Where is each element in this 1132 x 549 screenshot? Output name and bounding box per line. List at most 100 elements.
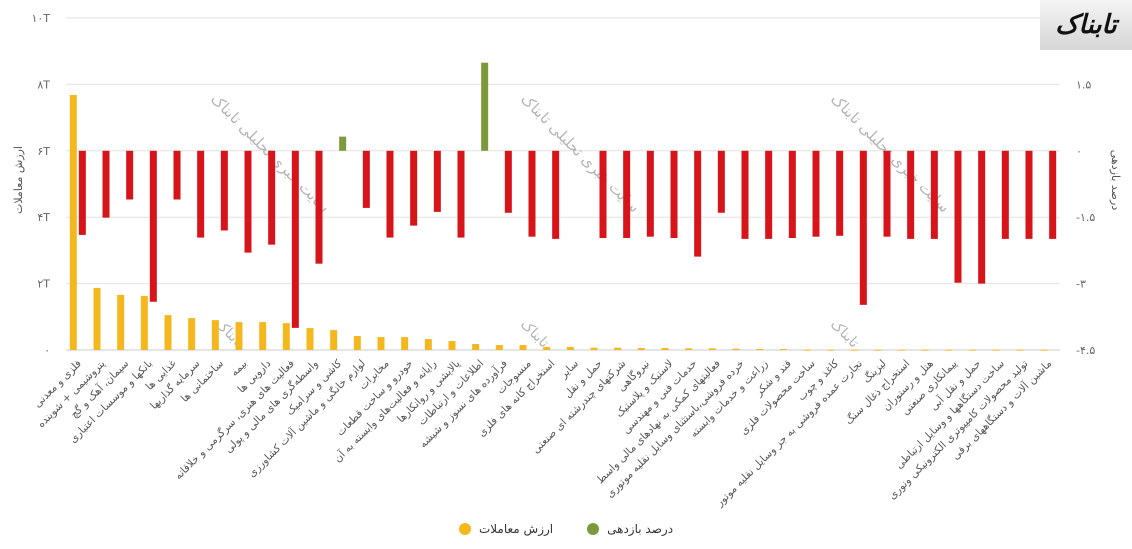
value-bar — [117, 294, 125, 350]
return-bar — [433, 150, 441, 212]
return-bar — [930, 150, 938, 239]
value-bar — [637, 348, 645, 350]
value-bar — [353, 336, 361, 350]
value-bar — [140, 295, 148, 350]
return-bar — [978, 150, 986, 284]
value-bar — [756, 349, 764, 351]
right-tick-label: -۴.۵ — [1076, 344, 1095, 357]
left-tick-label: ۰ — [44, 344, 50, 357]
return-bar — [528, 150, 536, 237]
return-bar — [102, 150, 110, 218]
value-bar — [259, 322, 267, 350]
return-bar — [339, 136, 347, 151]
return-bar — [741, 150, 749, 239]
legend: درصد بازدهی ارزش معاملات — [0, 522, 1132, 536]
return-bar — [765, 150, 773, 239]
return-bar — [646, 150, 654, 237]
return-bar — [1049, 150, 1057, 239]
gridlines — [66, 17, 1060, 351]
return-bar — [599, 150, 607, 239]
value-bar — [93, 287, 101, 350]
value-bar — [188, 318, 196, 350]
return-bar — [717, 150, 725, 213]
left-tick-label: ۱۰T — [31, 12, 50, 25]
left-axis-ticks: ۰ ۲T ۴T ۶T ۸T ۱۰T — [31, 12, 50, 357]
return-bar — [78, 150, 86, 235]
value-bar — [448, 341, 456, 350]
right-axis-title: درصد بازدهی — [1109, 150, 1122, 211]
return-bar — [883, 150, 891, 237]
value-bar — [282, 323, 290, 350]
value-bar — [850, 349, 858, 351]
value-bar — [779, 349, 787, 351]
logo-text: تابناک — [1055, 10, 1117, 40]
right-tick-label: -۱.۵ — [1076, 211, 1095, 224]
value-bar — [661, 348, 669, 350]
legend-label: درصد بازدهی — [607, 522, 674, 536]
value-bar — [472, 344, 480, 350]
return-bar — [291, 150, 299, 328]
return-bar — [954, 150, 962, 283]
left-tick-label: ۶T — [37, 145, 50, 158]
return-bar — [670, 150, 678, 239]
value-bar — [827, 349, 835, 351]
value-bar — [495, 345, 503, 350]
left-tick-label: ۲T — [37, 278, 50, 291]
legend-item-value[interactable]: ارزش معاملات — [458, 522, 554, 536]
return-bar — [836, 150, 844, 236]
value-bar — [945, 349, 953, 351]
left-tick-label: ۴T — [37, 211, 50, 224]
value-bar — [306, 328, 314, 350]
return-bar — [623, 150, 631, 239]
tabnak-logo: تابناک — [1040, 0, 1132, 50]
right-axis-ticks: -۴.۵-۳-۱.۵۰۱.۵۳ — [1076, 12, 1095, 357]
value-bar — [969, 349, 977, 351]
bars — [69, 62, 1057, 351]
value-bar — [164, 315, 172, 350]
value-bar — [898, 349, 906, 351]
return-bar — [812, 150, 820, 237]
right-tick-label: ۱.۵ — [1076, 78, 1091, 91]
legend-dot-icon — [587, 523, 600, 535]
value-bar — [732, 348, 740, 350]
return-bar — [1001, 150, 1009, 239]
return-bar — [315, 150, 323, 264]
return-bar — [386, 150, 394, 238]
return-bar — [268, 150, 276, 245]
value-bar — [566, 347, 574, 350]
return-bar — [481, 62, 489, 151]
value-bar — [992, 349, 1000, 351]
return-bar — [552, 150, 560, 239]
return-bar — [197, 150, 205, 238]
return-bar — [173, 150, 181, 200]
value-bar — [874, 349, 882, 351]
return-bar — [126, 150, 134, 200]
value-bar — [708, 348, 716, 350]
value-bar — [235, 322, 243, 350]
value-bar — [377, 337, 385, 350]
right-tick-label: ۰ — [1076, 145, 1082, 158]
return-bar — [410, 150, 418, 226]
value-bar — [424, 339, 432, 350]
value-bar — [803, 349, 811, 351]
legend-item-return[interactable]: درصد بازدهی — [587, 522, 673, 536]
return-bar — [1025, 150, 1033, 239]
value-bar — [330, 330, 338, 350]
left-tick-label: ۸T — [37, 78, 50, 91]
return-bar — [694, 150, 702, 257]
value-bar — [543, 347, 551, 350]
value-bar — [685, 348, 693, 350]
value-bar — [921, 349, 929, 351]
legend-label: ارزش معاملات — [478, 522, 554, 536]
return-bar — [362, 150, 370, 208]
value-bar — [211, 320, 219, 350]
legend-dot-icon — [458, 523, 471, 535]
value-bar — [401, 337, 409, 350]
value-bar — [519, 345, 527, 350]
value-bar — [69, 95, 77, 350]
return-bar — [244, 150, 252, 253]
return-bar — [220, 150, 228, 231]
value-bar — [614, 347, 622, 350]
